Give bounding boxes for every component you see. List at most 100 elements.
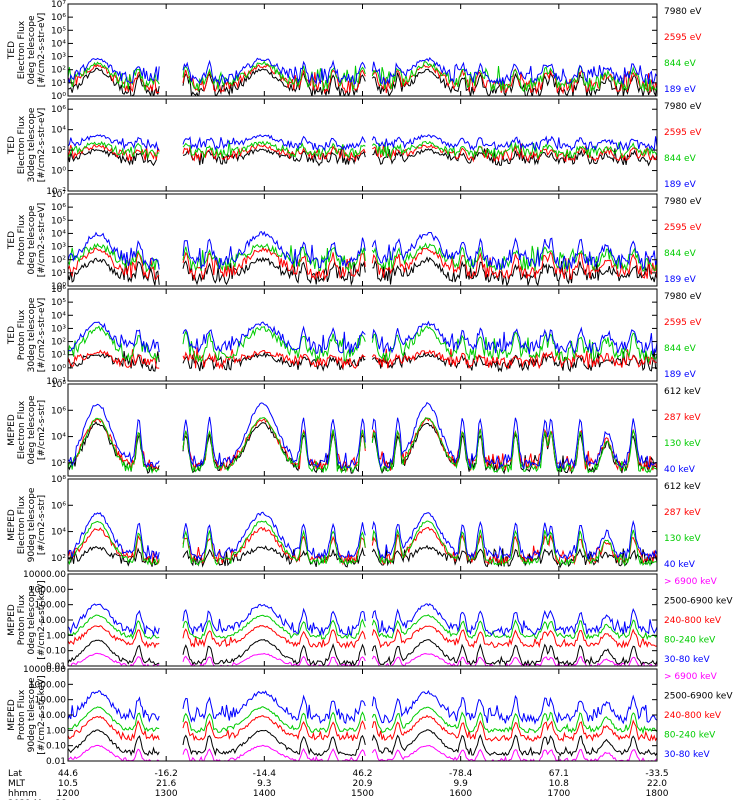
y-tick-label: 10⁴: [51, 528, 66, 538]
y-tick-label: 10⁴: [51, 229, 66, 239]
y-tick-label: 10⁶: [51, 406, 66, 416]
x-tick-label: 67.1: [549, 769, 569, 779]
y-tick-label: 10⁸: [51, 380, 66, 390]
y-tick-label: 10⁶: [51, 285, 66, 295]
panel-3-series-3: [68, 242, 657, 273]
x-tick-label: 9.9: [454, 779, 469, 789]
y-tick-label: 10²: [51, 459, 66, 469]
y-tick-label: 10⁶: [51, 501, 66, 511]
legend-entry: 844 eV: [664, 344, 697, 354]
panel-8-series-1: [68, 744, 657, 761]
y-tick-label: 10²: [51, 146, 66, 156]
panel-6-series-4: [68, 511, 657, 561]
y-axis-label-line: Proton Flux: [17, 309, 27, 360]
y-axis-label-line: [#/cm2-s-str-keV]: [37, 675, 47, 754]
x-row-label: MLT: [8, 779, 26, 789]
y-tick-label: 10⁷: [51, 0, 66, 10]
legend-entry: 2595 eV: [664, 318, 702, 328]
y-tick-label: 1.00: [46, 726, 66, 736]
y-axis-label-line: 0deg telescope: [27, 395, 37, 465]
y-axis-label-line: Proton Flux: [17, 214, 27, 265]
y-axis-label-line: Proton Flux: [17, 594, 27, 645]
x-tick-label: 9.3: [257, 779, 271, 789]
y-axis-label-line: [#/cm2-s-str]: [37, 495, 47, 555]
y-tick-label: 100.00: [35, 601, 67, 611]
panel-3-series-4: [68, 230, 657, 271]
y-tick-label: 10⁵: [51, 26, 66, 36]
y-tick-label: 10¹: [51, 269, 66, 279]
y-tick-label: 10²: [51, 256, 66, 266]
legend-entry: 2595 eV: [664, 223, 702, 233]
panel-1: 10⁰ 10¹ 10² 10³ 10⁴ 10⁵ 10⁶ 10⁷ TEDElectron Flux…: [7, 0, 702, 102]
y-axis-label-line: [#/cm2-s-str-eV]: [37, 203, 47, 278]
y-axis-label: TEDElectron Flux30deg telescope[#/cm2-s-…: [7, 107, 47, 182]
legend-entry: 30-80 keV: [664, 750, 710, 760]
legend-entry: 130 keV: [664, 439, 701, 449]
panel-6-traces: [68, 511, 657, 569]
legend-entry: 2595 eV: [664, 33, 702, 43]
x-tick-label: 1500: [351, 789, 374, 799]
y-tick-label: 10⁻¹: [46, 377, 66, 387]
y-axis-label-line: [#/cm2-s-str-eV]: [37, 13, 47, 88]
legend-entry: 240-800 keV: [664, 616, 722, 626]
panel-8-series-5: [68, 689, 657, 725]
y-tick-label: 10.00: [40, 616, 66, 626]
legend-entry: 7980 eV: [664, 197, 702, 207]
legend-entry: 7980 eV: [664, 7, 702, 17]
y-tick-label: 10⁷: [51, 190, 66, 200]
y-axis-label-line: Proton Flux: [17, 689, 27, 740]
x-tick-label: 10.8: [549, 779, 569, 789]
panel-7-series-4: [68, 614, 657, 641]
y-axis-label-line: Electron Flux: [17, 400, 27, 459]
y-axis-label-line: Electron Flux: [17, 115, 27, 174]
y-tick-label: 10⁵: [51, 216, 66, 226]
x-tick-label: 1300: [155, 789, 178, 799]
y-axis-label-line: [#/cm2-s-str-eV]: [37, 298, 47, 373]
x-tick-label: 1800: [646, 789, 669, 799]
x-tick-label: 20.9: [352, 779, 372, 789]
panel-2-traces: [68, 134, 657, 167]
x-tick-label: 21.6: [156, 779, 176, 789]
panel-5-series-4: [68, 401, 657, 470]
y-tick-label: 10³: [51, 53, 66, 63]
y-axis-label-line: [#/cm2-s-str]: [37, 400, 47, 460]
y-tick-label: 10²: [51, 554, 66, 564]
y-tick-label: 10⁴: [51, 433, 66, 443]
y-tick-label: 10²: [51, 338, 66, 348]
panel-5-traces: [68, 401, 657, 475]
y-tick-label: 0.10: [46, 742, 66, 752]
y-axis-label-line: 90deg telescope: [27, 487, 37, 562]
panel-8-series-2: [68, 729, 657, 757]
legend-entry: 844 eV: [664, 249, 697, 259]
panel-4: 10⁻¹ 10⁰ 10¹ 10² 10³ 10⁴ 10⁵ 10⁶ TEDProton Flux3…: [7, 285, 702, 387]
y-tick-label: 10⁸: [51, 475, 66, 485]
y-tick-label: 10¹: [51, 79, 66, 89]
x-tick-label: 46.2: [352, 769, 372, 779]
y-tick-label: 10³: [51, 243, 66, 253]
y-axis-label-line: [#/cm2-s-str-eV]: [37, 108, 47, 183]
legend-entry: 40 keV: [664, 560, 696, 570]
y-tick-label: 10⁰: [51, 92, 66, 102]
legend-entry: > 6900 keV: [664, 577, 718, 587]
panel-2-series-3: [68, 140, 657, 160]
panel-4-series-2: [68, 347, 657, 370]
legend-entry: 189 eV: [664, 180, 697, 190]
legend-entry: 844 eV: [664, 154, 697, 164]
y-tick-label: 10⁴: [51, 311, 66, 321]
y-tick-label: 10³: [51, 324, 66, 334]
legend-entry: 130 keV: [664, 534, 701, 544]
legend-entry: 612 keV: [664, 482, 701, 492]
y-tick-label: 1000.00: [29, 585, 66, 595]
y-tick-label: 10000.00: [23, 665, 66, 675]
panel-3: 10⁰ 10¹ 10² 10³ 10⁴ 10⁵ 10⁶ 10⁷ TEDProton Flux0d…: [7, 190, 702, 292]
y-tick-label: 10²: [51, 66, 66, 76]
legend-entry: > 6900 keV: [664, 672, 718, 682]
x-row-label: hhmm: [8, 789, 37, 799]
panel-4-traces: [68, 320, 657, 373]
panel-7-series-5: [68, 603, 657, 637]
panel-2-series-1: [68, 146, 657, 167]
panel-6-series-3: [68, 520, 657, 567]
y-axis-label-line: MEPED: [7, 699, 17, 731]
panel-8-series-4: [68, 706, 657, 735]
